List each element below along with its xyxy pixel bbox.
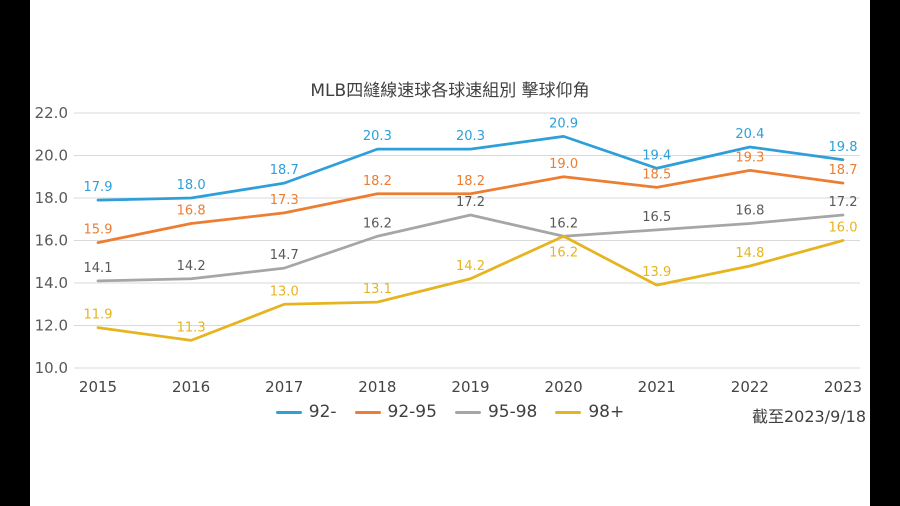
y-tick-label: 18.0 (35, 189, 68, 207)
y-tick-label: 20.0 (35, 147, 68, 165)
chart-title: MLB四縫線速球各球速組別 擊球仰角 (310, 81, 590, 101)
data-label: 18.7 (829, 163, 858, 178)
y-tick-label: 10.0 (35, 359, 68, 377)
x-tick-label: 2015 (79, 378, 117, 396)
x-tick-label: 2016 (172, 378, 210, 396)
data-label: 14.2 (456, 259, 485, 274)
data-label: 16.2 (363, 216, 392, 231)
y-tick-label: 14.0 (35, 274, 68, 292)
data-label: 14.7 (270, 248, 299, 263)
data-label: 13.0 (270, 284, 299, 299)
data-label: 20.3 (363, 129, 392, 144)
legend-label: 92- (308, 402, 337, 422)
series-line-92- (96, 135, 845, 202)
x-tick-label: 2020 (545, 378, 583, 396)
data-label: 20.3 (456, 129, 485, 144)
legend-item-98+: 98+ (555, 402, 624, 422)
data-label: 19.8 (829, 140, 858, 155)
data-label: 16.2 (549, 245, 578, 260)
y-tick-label: 12.0 (35, 317, 68, 335)
x-tick-label: 2021 (638, 378, 676, 396)
data-label: 16.5 (642, 210, 671, 225)
y-tick-label: 22.0 (35, 104, 68, 122)
chart-card: MLB四縫線速球各球速組別 擊球仰角 22.0 20.0 18.0 16.0 14.0 1… (30, 0, 870, 506)
data-label: 18.0 (177, 178, 206, 193)
data-label: 11.9 (84, 308, 113, 323)
legend-label: 98+ (588, 402, 625, 422)
legend-swatch (555, 410, 582, 414)
data-label: 18.7 (270, 163, 299, 178)
series-line-92-95 (96, 169, 845, 244)
legend-swatch (354, 410, 381, 414)
data-label: 16.8 (735, 204, 764, 219)
data-label: 17.3 (270, 193, 299, 208)
data-label: 19.4 (642, 148, 671, 163)
data-label: 13.1 (363, 282, 392, 297)
legend-item-92-: 92- (275, 402, 337, 422)
legend-swatch (275, 410, 302, 414)
x-tick-label: 2023 (824, 378, 862, 396)
data-label: 19.3 (735, 150, 764, 165)
legend: 92- 92-95 95-98 98+ (30, 402, 870, 422)
legend-label: 95-98 (487, 402, 538, 422)
legend-label: 92-95 (387, 402, 437, 422)
legend-item-95-98: 95-98 (454, 402, 538, 422)
data-label: 14.2 (177, 259, 206, 274)
legend-item-92-95: 92-95 (354, 402, 437, 422)
series-line-95-98 (96, 213, 845, 283)
footnote: 截至2023/9/18 (745, 403, 866, 427)
data-label: 17.2 (829, 195, 858, 210)
data-label: 18.2 (363, 174, 392, 189)
x-tick-label: 2017 (265, 378, 303, 396)
data-label: 20.9 (549, 116, 578, 131)
data-label: 20.4 (735, 127, 764, 142)
line-chart: 22.0 20.0 18.0 16.0 14.0 12.0 10.0 2015 2016 2017… (35, 104, 863, 396)
data-label: 14.8 (735, 246, 764, 261)
data-label: 16.0 (829, 221, 858, 236)
data-label: 17.2 (456, 195, 485, 210)
data-label: 16.8 (177, 204, 206, 219)
series-line-98+ (96, 234, 845, 342)
data-label: 18.5 (642, 167, 671, 182)
legend-swatch (454, 410, 481, 414)
data-label: 13.9 (642, 265, 671, 280)
y-tick-label: 16.0 (35, 232, 68, 250)
x-tick-label: 2018 (358, 378, 396, 396)
data-label: 14.1 (84, 261, 113, 276)
x-tick-label: 2019 (451, 378, 489, 396)
data-label: 19.0 (549, 157, 578, 172)
data-label: 17.9 (84, 180, 113, 195)
x-tick-label: 2022 (731, 378, 769, 396)
data-label: 16.2 (549, 216, 578, 231)
data-label: 11.3 (177, 320, 206, 335)
data-label: 15.9 (84, 223, 113, 238)
data-label: 18.2 (456, 174, 485, 189)
